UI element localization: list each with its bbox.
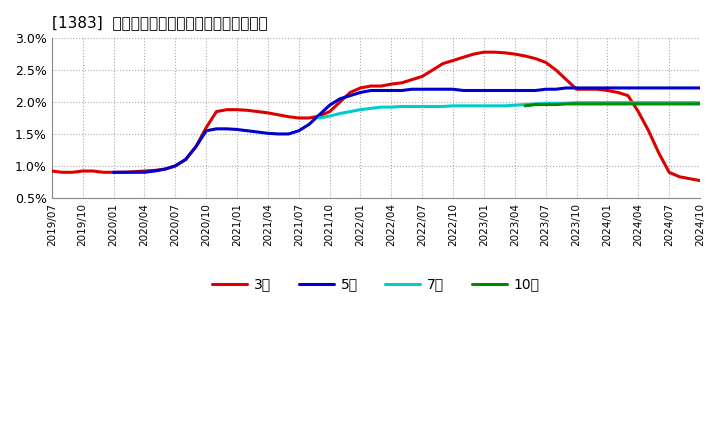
3年 [325, 109, 334, 114]
7年 [572, 100, 581, 105]
5年 [109, 170, 118, 175]
5年 [130, 170, 138, 175]
5年 [264, 131, 272, 136]
10年 [521, 103, 529, 109]
7年 [387, 104, 396, 110]
10年 [572, 101, 581, 106]
5年 [202, 128, 210, 133]
7年 [438, 104, 447, 109]
10年 [562, 101, 570, 106]
5年 [541, 87, 550, 92]
7年 [449, 103, 457, 109]
10年 [613, 101, 622, 106]
10年 [541, 102, 550, 107]
7年 [500, 103, 509, 109]
7年 [654, 100, 663, 105]
Legend: 3年, 5年, 7年, 10年: 3年, 5年, 7年, 10年 [207, 272, 545, 297]
10年 [665, 101, 673, 106]
7年 [521, 102, 529, 107]
7年 [593, 100, 601, 105]
7年 [480, 103, 488, 109]
7年 [428, 104, 437, 109]
10年 [582, 101, 591, 106]
3年 [480, 50, 488, 55]
3年 [48, 169, 56, 174]
7年 [696, 100, 704, 105]
7年 [562, 101, 570, 106]
7年 [408, 104, 416, 109]
10年 [675, 101, 684, 106]
10年 [706, 101, 715, 106]
7年 [603, 100, 612, 105]
Text: [1383]  当期純利益マージンの標準偏差の推移: [1383] 当期純利益マージンの標準偏差の推移 [52, 15, 268, 30]
3年 [624, 93, 632, 98]
5年 [706, 85, 715, 91]
5年 [562, 85, 570, 91]
10年 [531, 102, 540, 107]
7年 [356, 107, 365, 112]
5年 [171, 163, 179, 169]
Line: 10年: 10年 [525, 104, 711, 106]
7年 [665, 100, 673, 105]
Line: 5年: 5年 [114, 88, 711, 172]
3年 [387, 81, 396, 87]
7年 [325, 114, 334, 119]
7年 [397, 104, 406, 109]
3年 [685, 176, 694, 181]
7年 [634, 100, 642, 105]
7年 [346, 109, 354, 114]
7年 [490, 103, 498, 109]
7年 [644, 100, 653, 105]
5年 [418, 87, 426, 92]
3年 [202, 125, 210, 130]
7年 [613, 100, 622, 105]
10年 [634, 101, 642, 106]
7年 [377, 104, 385, 110]
10年 [685, 101, 694, 106]
7年 [624, 100, 632, 105]
7年 [552, 101, 560, 106]
7年 [366, 106, 375, 111]
7年 [706, 100, 715, 105]
7年 [685, 100, 694, 105]
Line: 3年: 3年 [52, 52, 711, 183]
Line: 7年: 7年 [320, 103, 711, 118]
10年 [644, 101, 653, 106]
10年 [552, 102, 560, 107]
10年 [593, 101, 601, 106]
7年 [510, 103, 519, 108]
7年 [531, 101, 540, 106]
7年 [469, 103, 478, 109]
10年 [654, 101, 663, 106]
7年 [582, 100, 591, 105]
10年 [624, 101, 632, 106]
3年 [706, 180, 715, 185]
7年 [459, 103, 468, 109]
7年 [336, 111, 344, 116]
10年 [696, 101, 704, 106]
3年 [243, 108, 252, 113]
7年 [315, 115, 324, 121]
10年 [603, 101, 612, 106]
7年 [541, 101, 550, 106]
7年 [675, 100, 684, 105]
7年 [418, 104, 426, 109]
